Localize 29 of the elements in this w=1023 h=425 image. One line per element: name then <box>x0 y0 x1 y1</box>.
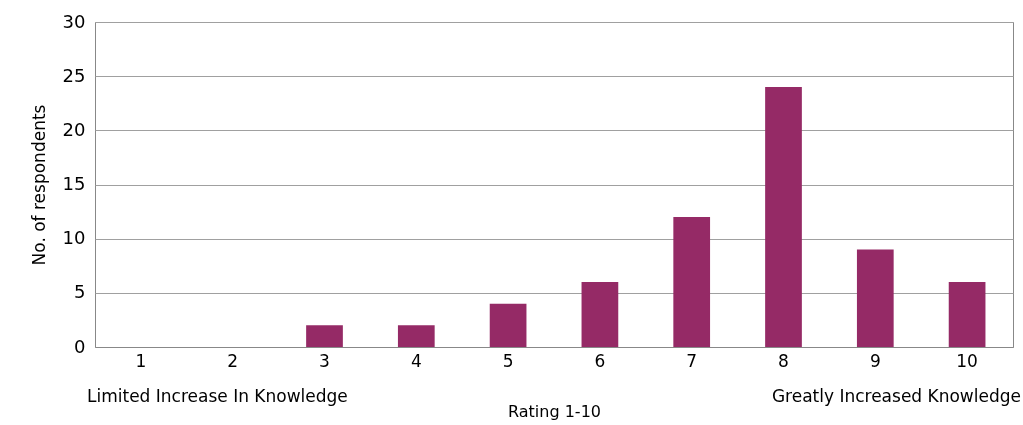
y-tick-label: 0 <box>74 335 86 357</box>
y-tick-label: 30 <box>62 10 86 32</box>
x-tick-label: 10 <box>956 350 978 371</box>
bar <box>489 303 527 347</box>
bar <box>856 249 894 347</box>
x-tick-label: 1 <box>135 350 147 371</box>
x-tick-label: 6 <box>594 350 606 371</box>
bar <box>397 325 435 347</box>
y-tick-label: 20 <box>62 118 86 140</box>
y-tick-label: 25 <box>62 64 86 86</box>
x-tick-label: 4 <box>410 350 422 371</box>
text: Limited Increase In Knowledge <box>87 386 348 406</box>
x-tick-label: 3 <box>319 350 330 371</box>
bar <box>581 282 619 347</box>
bar <box>673 217 711 347</box>
y-tick-label: 5 <box>74 281 86 303</box>
y-tick-label: 10 <box>62 227 86 249</box>
x-tick-label: 7 <box>686 350 698 371</box>
x-axis-title: Rating 1-10 <box>508 401 601 421</box>
bar <box>765 87 802 347</box>
bar <box>948 282 986 347</box>
x-tick-label: 9 <box>869 350 881 371</box>
x-tick-label: 8 <box>778 350 789 371</box>
y-tick-label: 15 <box>62 173 86 194</box>
x-tick-label: 5 <box>502 350 514 371</box>
text: Greatly Increased Knowledge <box>771 386 1021 406</box>
y-axis-title: No. of respondents <box>28 104 49 266</box>
x-tick-label: 2 <box>227 350 239 371</box>
bar <box>306 325 343 347</box>
